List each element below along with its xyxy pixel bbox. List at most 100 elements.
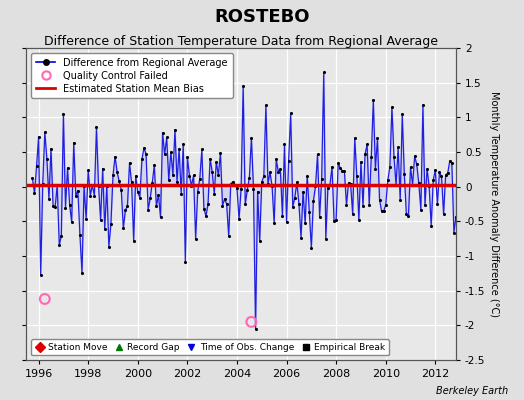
Point — [132, 173, 140, 179]
Point — [158, 129, 167, 136]
Point — [439, 211, 447, 218]
Point — [72, 193, 80, 199]
Point — [294, 201, 303, 207]
Point — [301, 220, 309, 227]
Point — [84, 167, 92, 173]
Point — [134, 189, 142, 196]
Point — [74, 187, 82, 194]
Point — [452, 214, 460, 220]
Point — [377, 208, 386, 214]
Point — [200, 206, 208, 212]
Point — [270, 220, 278, 227]
Point — [228, 179, 237, 185]
Point — [384, 177, 392, 184]
Point — [152, 203, 160, 210]
Point — [150, 162, 158, 168]
Point — [187, 182, 195, 189]
Point — [293, 179, 301, 186]
Point — [165, 177, 173, 183]
Point — [431, 167, 440, 173]
Point — [129, 238, 138, 244]
Point — [375, 196, 384, 203]
Point — [109, 172, 117, 178]
Point — [160, 151, 169, 158]
Point — [289, 204, 297, 210]
Point — [369, 97, 377, 103]
Point — [119, 225, 127, 232]
Point — [365, 202, 374, 208]
Point — [61, 204, 70, 211]
Point — [125, 160, 134, 166]
Point — [57, 232, 66, 239]
Point — [235, 216, 243, 222]
Point — [291, 194, 299, 201]
Point — [342, 202, 351, 208]
Point — [117, 187, 125, 193]
Point — [214, 172, 223, 178]
Point — [191, 236, 200, 242]
Point — [208, 168, 216, 175]
Point — [154, 192, 162, 198]
Point — [179, 141, 188, 147]
Point — [322, 236, 330, 242]
Point — [167, 149, 175, 155]
Point — [297, 234, 305, 241]
Point — [78, 270, 86, 276]
Point — [392, 182, 400, 188]
Point — [303, 172, 311, 179]
Point — [76, 232, 84, 238]
Point — [68, 219, 76, 226]
Point — [185, 172, 194, 179]
Point — [226, 181, 235, 187]
Point — [340, 168, 348, 174]
Point — [373, 135, 381, 142]
Point — [367, 154, 375, 160]
Point — [162, 134, 171, 141]
Point — [445, 158, 454, 164]
Point — [247, 134, 256, 141]
Point — [447, 160, 456, 166]
Point — [49, 203, 57, 209]
Point — [315, 214, 324, 220]
Point — [408, 181, 417, 188]
Point — [429, 177, 438, 184]
Point — [435, 169, 444, 176]
Point — [212, 159, 221, 165]
Point — [123, 203, 132, 209]
Point — [32, 163, 41, 170]
Point — [111, 153, 119, 160]
Point — [394, 144, 402, 150]
Point — [101, 226, 109, 232]
Point — [252, 326, 260, 332]
Point — [183, 154, 192, 160]
Point — [425, 183, 433, 190]
Point — [206, 156, 214, 162]
Point — [204, 201, 212, 207]
Point — [332, 216, 340, 223]
Point — [103, 183, 111, 190]
Point — [256, 238, 264, 244]
Point — [90, 192, 99, 199]
Point — [175, 146, 183, 152]
Point — [357, 159, 365, 165]
Point — [40, 129, 49, 135]
Text: Berkeley Earth: Berkeley Earth — [436, 386, 508, 396]
Point — [138, 156, 146, 162]
Point — [233, 185, 241, 191]
Point — [427, 222, 435, 229]
Point — [86, 192, 94, 199]
Point — [344, 180, 353, 186]
Point — [309, 198, 318, 204]
Point — [351, 135, 359, 141]
Point — [254, 188, 262, 195]
Point — [386, 164, 394, 170]
Point — [307, 244, 315, 251]
Point — [195, 176, 204, 182]
Point — [216, 150, 225, 156]
Point — [299, 188, 307, 195]
Point — [88, 182, 96, 189]
Point — [231, 182, 239, 188]
Point — [450, 230, 458, 236]
Point — [245, 174, 254, 181]
Point — [268, 183, 276, 190]
